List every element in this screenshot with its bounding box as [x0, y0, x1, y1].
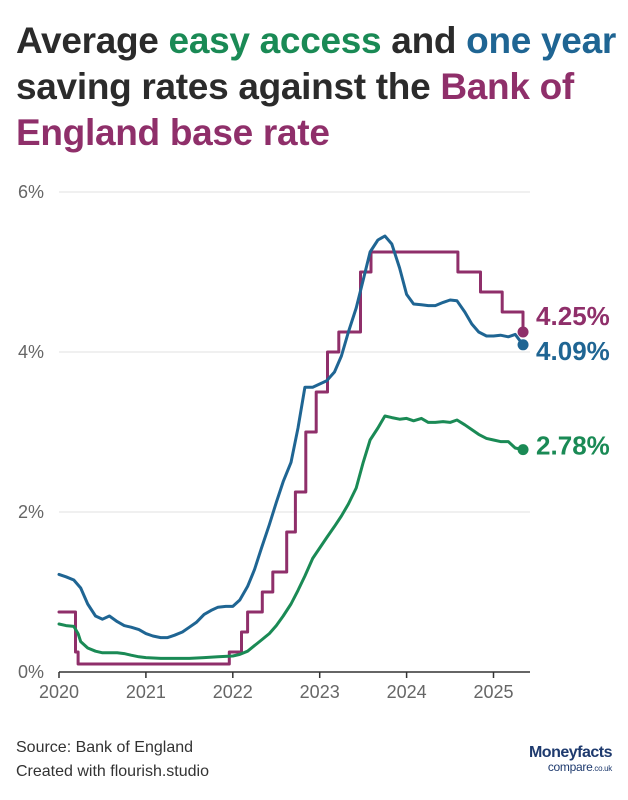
title-part-saving: saving rates against the: [16, 66, 441, 107]
footer: Source: Bank of England Created with flo…: [16, 736, 209, 784]
series-line-easy_access: [57, 414, 525, 660]
y-tick-label: 0%: [18, 662, 44, 682]
title-easy-access: easy access: [168, 20, 382, 61]
series-line-base_rate: [57, 250, 525, 666]
logo-compare: compare: [547, 760, 593, 774]
title-base-rate: Bank of England base rate: [16, 66, 574, 153]
flourish-credit[interactable]: Created with flourish.studio: [16, 763, 209, 780]
x-tick-label: 2020: [39, 682, 79, 702]
logo-subwordmark: compare.co.uk: [529, 761, 612, 775]
title-one-year: one year: [466, 20, 616, 61]
y-tick-label: 6%: [18, 182, 44, 202]
title-part-and: and: [381, 20, 467, 61]
y-tick-label: 4%: [18, 342, 44, 362]
title-part-average: Average: [16, 20, 169, 61]
series-endpoint-base_rate: [517, 326, 529, 338]
moneyfacts-logo[interactable]: Moneyfacts compare.co.uk: [528, 744, 613, 775]
x-tick-label: 2023: [300, 682, 340, 702]
line-chart: 0% 2% 4% 6% 2020 2021 2022 2023 2024 2025 4.25% 4.0…: [18, 182, 610, 702]
end-value-label-base_rate: 4.25%: [536, 301, 610, 331]
logo-wordmark: Moneyfacts: [528, 744, 613, 761]
logo-domain: .co.uk: [592, 764, 612, 773]
end-value-label-easy_access: 2.78%: [536, 431, 610, 461]
x-tick-label: 2021: [126, 682, 166, 702]
end-value-label-one_year: 4.09%: [536, 336, 610, 366]
series-endpoint-easy_access: [517, 444, 529, 456]
x-tick-label: 2024: [387, 682, 427, 702]
x-tick-label: 2025: [473, 682, 513, 702]
source-note: Source: Bank of England: [16, 739, 194, 756]
y-tick-label: 2%: [18, 502, 44, 522]
chart-title: Average easy access and one year saving …: [16, 18, 616, 156]
series-endpoint-one_year: [517, 339, 529, 351]
series-line-one_year: [57, 234, 525, 640]
x-tick-label: 2022: [213, 682, 253, 702]
